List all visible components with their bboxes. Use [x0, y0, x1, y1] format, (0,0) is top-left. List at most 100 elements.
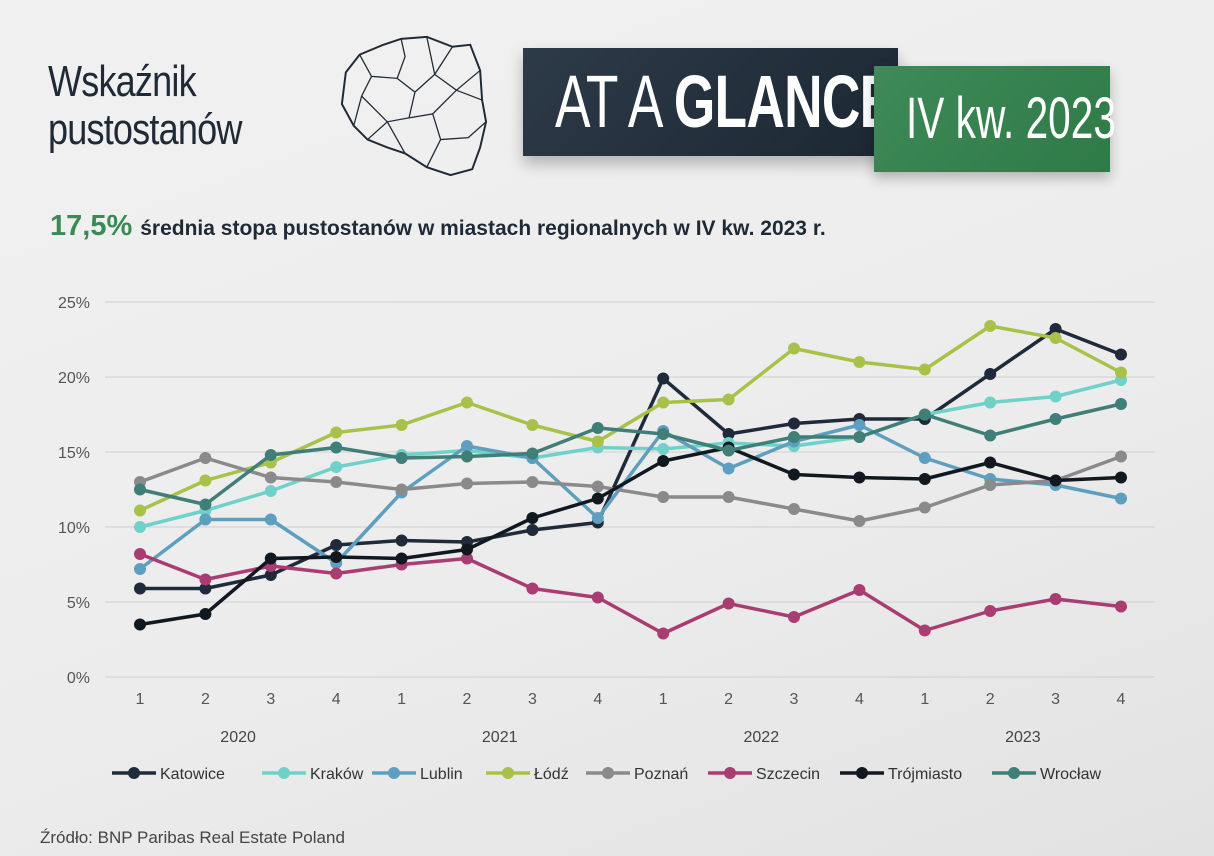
year-label: 2023 [1005, 729, 1041, 746]
data-point [134, 504, 146, 517]
data-point [788, 431, 800, 443]
data-point [722, 393, 735, 406]
data-point [918, 452, 931, 464]
data-point [264, 449, 277, 461]
data-point [788, 503, 800, 515]
data-point [134, 582, 146, 595]
data-point [264, 471, 277, 484]
data-point [461, 477, 473, 490]
y-tick-label: 20% [58, 370, 90, 387]
data-point [199, 452, 212, 464]
data-point [657, 627, 670, 640]
legend-swatch-marker [602, 767, 614, 779]
data-point [722, 491, 735, 503]
data-point [788, 342, 800, 355]
year-label: 2022 [744, 729, 780, 746]
data-point [395, 419, 408, 431]
data-point [395, 452, 408, 464]
data-point [1049, 390, 1062, 403]
data-point [1115, 450, 1127, 463]
data-point [984, 396, 997, 409]
legend-label: Łódź [534, 766, 569, 783]
legend-swatch-marker [128, 767, 140, 779]
series-line [139, 402, 1122, 507]
data-point [853, 419, 866, 431]
series-line [139, 454, 1122, 523]
data-point [657, 455, 670, 467]
legend-label: Wrocław [1040, 766, 1101, 783]
data-point [330, 441, 343, 454]
x-tick-label: 2 [463, 691, 472, 708]
data-point [461, 450, 473, 463]
data-point [657, 372, 670, 385]
data-point [853, 431, 866, 443]
data-point [526, 419, 539, 431]
data-point [330, 567, 343, 580]
data-point [395, 483, 408, 496]
data-point [788, 468, 800, 481]
at-a-glance-banner: AT A GLANCE [523, 48, 898, 156]
data-point [199, 474, 212, 487]
data-point [591, 435, 604, 448]
data-point [657, 428, 670, 440]
x-tick-label: 3 [266, 691, 275, 708]
banner-emphasis: GLANCE [673, 60, 895, 143]
series-line [139, 445, 1122, 627]
data-point [1049, 474, 1062, 487]
legend-label: Poznań [634, 766, 688, 783]
data-point [657, 443, 670, 455]
data-point [1115, 600, 1127, 613]
banner-prefix: AT A [555, 60, 660, 143]
data-point [788, 611, 800, 623]
legend-label: Katowice [160, 766, 225, 783]
x-tick-label: 4 [593, 691, 602, 708]
data-point [330, 426, 343, 439]
legend-label: Szczecin [756, 766, 820, 783]
data-point [395, 552, 408, 565]
data-point [984, 368, 997, 380]
data-point [788, 417, 800, 430]
data-point [134, 618, 146, 631]
legend-swatch-marker [724, 767, 736, 779]
data-point [1049, 413, 1062, 425]
legend-label: Lublin [420, 766, 463, 783]
data-point [395, 534, 408, 547]
data-point [264, 569, 277, 581]
data-point [1049, 332, 1062, 344]
data-point [853, 584, 866, 596]
data-point [134, 548, 146, 560]
data-point [1115, 471, 1127, 484]
legend-swatch-marker [388, 767, 400, 779]
headline-text: średnia stopa pustostanów w miastach reg… [140, 217, 826, 240]
x-tick-label: 3 [528, 691, 537, 708]
y-tick-label: 15% [58, 445, 90, 462]
data-point [461, 552, 473, 565]
x-tick-label: 3 [790, 691, 799, 708]
legend-swatch-marker [502, 767, 514, 779]
data-point [591, 591, 604, 604]
data-point [853, 471, 866, 484]
x-tick-label: 4 [855, 691, 864, 708]
period-badge: IV kw. 2023 [874, 66, 1116, 172]
data-point [918, 363, 931, 376]
data-point [526, 512, 539, 524]
x-tick-label: 1 [397, 691, 406, 708]
x-tick-label: 1 [920, 691, 929, 708]
data-point [526, 524, 539, 536]
data-point [984, 605, 997, 617]
data-point [330, 461, 343, 473]
data-point [591, 422, 604, 434]
data-point [591, 512, 604, 524]
y-tick-label: 25% [58, 295, 90, 312]
headline: 17,5% średnia stopa pustostanów w miastac… [50, 210, 826, 243]
data-point [330, 476, 343, 488]
data-point [1049, 323, 1062, 335]
data-point [1115, 492, 1127, 505]
series-line [140, 327, 1122, 591]
data-point [984, 429, 997, 442]
data-point [134, 521, 146, 533]
year-label: 2021 [482, 729, 518, 746]
legend-swatch-marker [278, 767, 290, 779]
y-tick-label: 5% [67, 595, 90, 612]
